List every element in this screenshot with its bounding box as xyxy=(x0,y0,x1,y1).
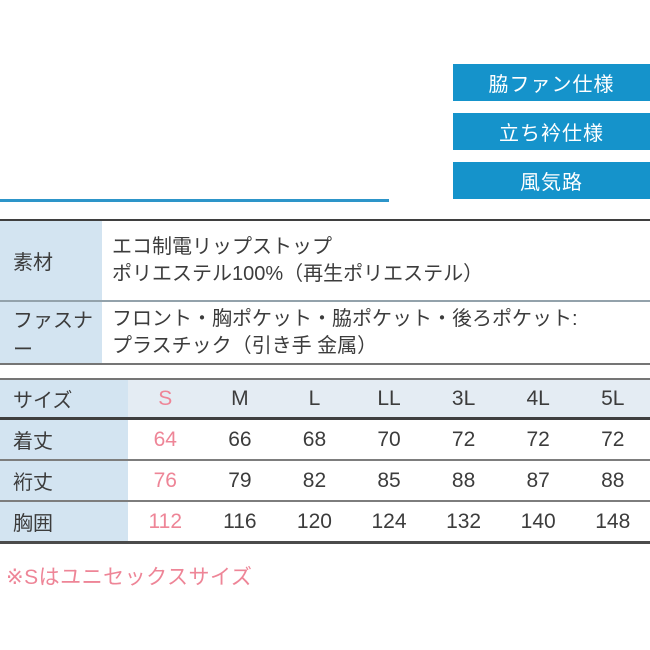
size-header-label: サイズ xyxy=(0,380,128,417)
spec-value-fastener: フロント・胸ポケット・脇ポケット・後ろポケット: プラスチック（引き手 金属） xyxy=(102,302,650,363)
size-col-4l: 4L xyxy=(526,386,550,410)
feature-badges: 脇ファン仕様 立ち衿仕様 風気路 xyxy=(453,64,650,199)
feature-badge-air-path: 風気路 xyxy=(453,162,650,199)
size-value: 79 xyxy=(228,468,252,492)
size-row-sleeve-length: 裄丈 76 79 82 85 88 87 88 xyxy=(0,459,650,500)
spec-value-material: エコ制電リップストップ ポリエステル100%（再生ポリエステル） xyxy=(102,221,650,300)
feature-badge-side-fan: 脇ファン仕様 xyxy=(453,64,650,101)
size-value: 68 xyxy=(302,427,327,451)
size-value: 66 xyxy=(228,427,252,451)
size-col-s: S xyxy=(158,386,173,410)
spec-row-fastener: ファスナー フロント・胸ポケット・脇ポケット・後ろポケット: プラスチック（引き… xyxy=(0,300,650,363)
size-value: 132 xyxy=(446,509,482,533)
size-value: 88 xyxy=(601,468,625,492)
size-value: 88 xyxy=(451,468,476,492)
spec-row-material: 素材 エコ制電リップストップ ポリエステル100%（再生ポリエステル） xyxy=(0,221,650,300)
size-col-l: L xyxy=(308,386,321,410)
size-value: 116 xyxy=(223,509,257,533)
size-value: 72 xyxy=(526,427,550,451)
size-row-body-length: 着丈 64 66 68 70 72 72 72 xyxy=(0,420,650,459)
badge-label: 脇ファン仕様 xyxy=(488,74,615,96)
size-col-m: M xyxy=(231,386,249,410)
size-value: 87 xyxy=(526,468,550,492)
size-value: 112 xyxy=(148,509,183,533)
size-col-5l: 5L xyxy=(601,386,625,410)
size-value: 64 xyxy=(153,427,177,451)
spec-label-material: 素材 xyxy=(0,221,102,300)
size-value: 72 xyxy=(451,427,476,451)
size-value: 70 xyxy=(377,427,401,451)
size-row-label: 着丈 xyxy=(0,420,128,459)
unisex-size-note: ※Sはユニセックスサイズ xyxy=(6,566,253,589)
size-value: 85 xyxy=(377,468,401,492)
spec-value-line: フロント・胸ポケット・脇ポケット・後ろポケット: xyxy=(112,307,578,330)
feature-badge-stand-collar: 立ち衿仕様 xyxy=(453,113,650,150)
spec-value-line: ポリエステル100%（再生ポリエステル） xyxy=(112,262,484,285)
spec-value-line: プラスチック（引き手 金属） xyxy=(112,334,378,357)
size-col-3l: 3L xyxy=(451,386,476,410)
size-value: 72 xyxy=(601,427,625,451)
size-row-chest: 胸囲 112 116 120 124 132 140 148 xyxy=(0,500,650,541)
size-col-ll: LL xyxy=(377,386,401,410)
size-value: 82 xyxy=(302,468,327,492)
size-table-header-row: サイズ S M L LL 3L 4L 5L xyxy=(0,380,650,420)
size-value: 140 xyxy=(520,509,556,533)
spec-value-line: エコ制電リップストップ xyxy=(112,235,332,258)
badge-label: 風気路 xyxy=(520,172,583,194)
size-row-label: 胸囲 xyxy=(0,502,128,541)
size-value: 120 xyxy=(296,509,332,533)
size-value: 124 xyxy=(371,509,407,533)
size-table: サイズ S M L LL 3L 4L 5L 着丈 64 66 68 70 72 … xyxy=(0,378,650,544)
spec-table: 素材 エコ制電リップストップ ポリエステル100%（再生ポリエステル） ファスナ… xyxy=(0,219,650,365)
badge-label: 立ち衿仕様 xyxy=(499,123,604,145)
size-value: 76 xyxy=(153,468,177,492)
size-value: 148 xyxy=(595,509,631,533)
section-divider-rule xyxy=(0,199,389,202)
size-row-label: 裄丈 xyxy=(0,461,128,500)
spec-label-fastener: ファスナー xyxy=(0,302,102,363)
